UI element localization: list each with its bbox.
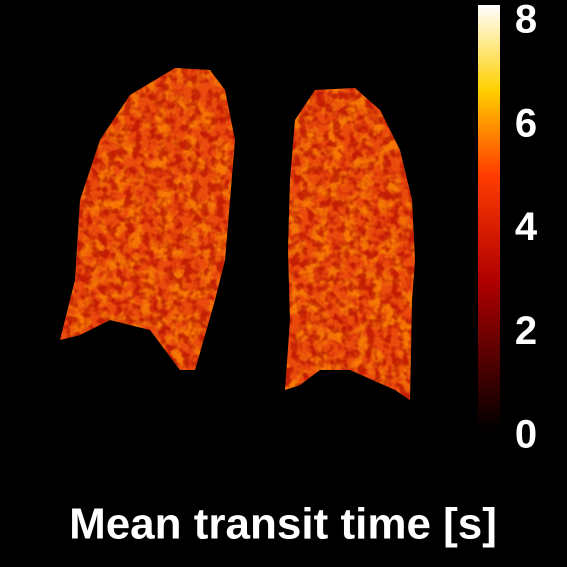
- colorbar-tick-label: 6: [515, 101, 537, 145]
- lung-texture-dark: [60, 68, 415, 400]
- colorbar-tick-label: 2: [515, 309, 537, 353]
- colorbar-ticks: 0 2 4 6 8: [515, 0, 538, 457]
- lung-map: [60, 68, 415, 400]
- colorbar: [478, 5, 500, 430]
- colorbar-tick-label: 0: [515, 413, 537, 457]
- colorbar-label: Mean transit time [s]: [69, 500, 497, 549]
- colorbar-tick-label: 4: [515, 205, 538, 249]
- colorbar-tick-label: 8: [515, 0, 537, 42]
